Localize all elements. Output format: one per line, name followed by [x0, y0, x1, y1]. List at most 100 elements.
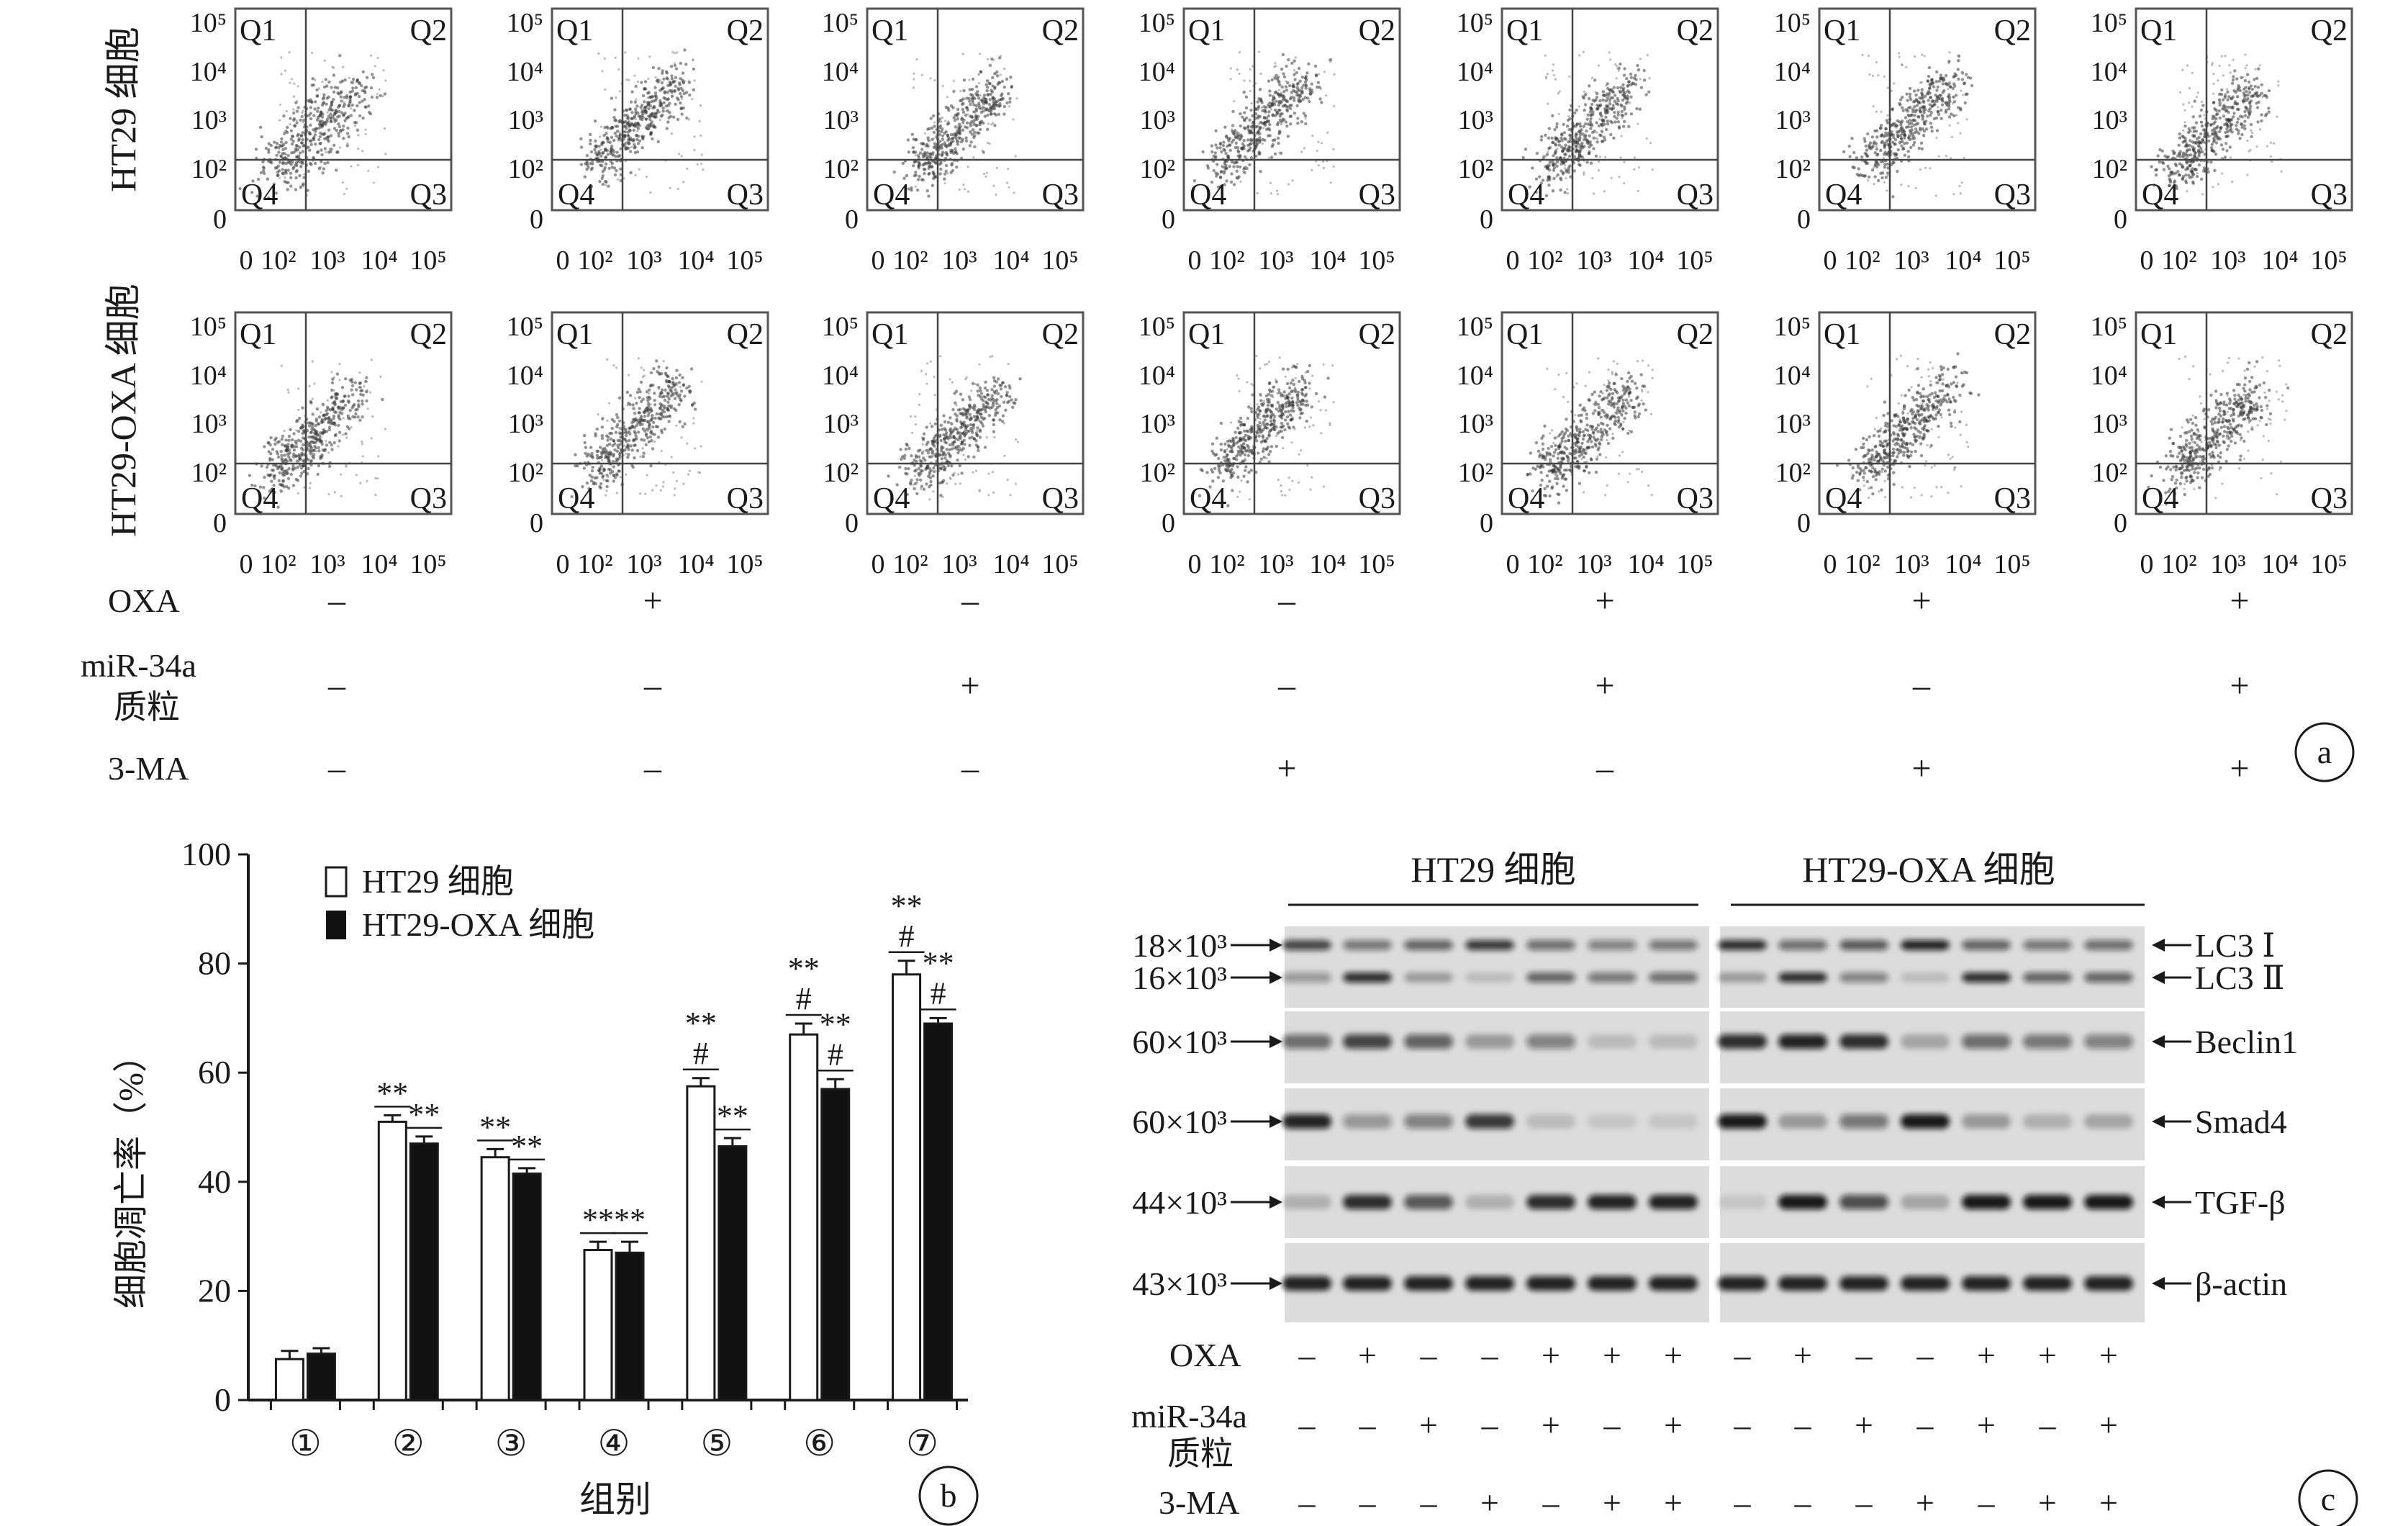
flow-event-dot: [1905, 92, 1909, 96]
flow-event-dot: [356, 407, 359, 411]
flow-event-dot: [610, 426, 614, 430]
flow-event-dot: [675, 369, 679, 372]
flow-event-dot: [661, 415, 664, 418]
flow-event-dot: [1951, 86, 1955, 91]
flow-event-dot: [1951, 96, 1954, 99]
flow-event-dot: [337, 134, 341, 138]
flow-event-dot: [363, 105, 367, 109]
flow-event-dot: [923, 161, 928, 165]
flow-event-dot: [357, 94, 361, 99]
flow-event-dot: [316, 472, 320, 477]
flow-event-dot: [1276, 193, 1279, 196]
flow-event-dot: [2183, 137, 2187, 140]
flow-event-dot: [944, 169, 948, 173]
flow-x-tick: 10³: [1893, 245, 1929, 276]
flow-event-dot: [2188, 176, 2192, 179]
flow-event-dot: [644, 117, 648, 121]
flow-event-dot: [2198, 114, 2202, 118]
flow-event-dot: [979, 107, 983, 110]
flow-event-dot: [625, 452, 628, 455]
flow-event-dot: [1929, 125, 1934, 129]
flow-event-dot: [1226, 154, 1230, 158]
flow-event-dot: [1637, 189, 1639, 192]
flow-event-dot: [641, 146, 644, 150]
flow-event-dot: [1578, 105, 1580, 108]
flow-y-tick: 0: [213, 508, 227, 538]
flow-event-dot: [918, 151, 923, 155]
flow-event-dot: [1249, 108, 1253, 112]
flow-event-dot: [280, 438, 284, 441]
flow-event-dot: [286, 153, 290, 158]
flow-event-dot: [1905, 66, 1908, 68]
flow-event-dot: [618, 90, 621, 93]
flow-event-dot: [1590, 122, 1593, 125]
flow-event-dot: [600, 433, 604, 438]
flow-event-dot: [1559, 188, 1562, 192]
flow-event-dot: [1902, 146, 1906, 150]
flow-event-dot: [343, 96, 346, 99]
flow-event-dot: [658, 394, 662, 398]
flow-event-dot: [1243, 111, 1246, 114]
flow-event-dot: [968, 398, 972, 402]
flow-event-dot: [2248, 113, 2251, 117]
flow-event-dot: [933, 125, 936, 128]
flow-event-dot: [286, 388, 289, 392]
flow-event-dot: [1229, 180, 1234, 184]
flow-event-dot: [1329, 181, 1332, 184]
flow-event-dot: [2226, 90, 2230, 94]
flow-event-dot: [319, 121, 322, 125]
flow-x-tick: 10⁵: [1993, 245, 2030, 276]
flow-event-dot: [1590, 76, 1594, 79]
flow-event-dot: [327, 150, 331, 154]
flow-event-dot: [365, 76, 369, 79]
flow-event-dot: [329, 117, 333, 120]
flow-event-dot: [302, 176, 306, 179]
flow-event-dot: [315, 88, 319, 92]
flow-event-dot: [969, 102, 972, 107]
flow-event-dot: [1274, 62, 1277, 65]
flow-event-dot: [648, 435, 652, 439]
flow-event-dot: [2199, 108, 2204, 112]
flow-event-dot: [956, 107, 960, 112]
flow-event-dot: [996, 74, 1000, 78]
flow-event-dot: [949, 133, 954, 137]
flow-event-dot: [2243, 127, 2247, 131]
flow-event-dot: [1642, 68, 1646, 73]
flow-event-dot: [367, 110, 371, 114]
flow-event-dot: [1909, 125, 1914, 129]
flow-event-dot: [345, 425, 350, 428]
flow-x-tick: 10⁴: [677, 549, 714, 579]
flow-event-dot: [939, 423, 943, 427]
flow-event-dot: [674, 408, 678, 412]
flow-event-dot: [655, 359, 658, 363]
flow-event-dot: [1258, 88, 1262, 91]
flow-event-dot: [330, 102, 333, 107]
flow-event-dot: [946, 96, 949, 99]
flow-x-tick: 10⁵: [1041, 245, 1078, 276]
flow-event-dot: [1926, 92, 1929, 96]
flow-event-dot: [993, 86, 997, 91]
flow-event-dot: [635, 416, 638, 420]
flow-event-dot: [968, 144, 972, 148]
flow-event-dot: [671, 376, 674, 381]
flow-event-dot: [1891, 133, 1896, 137]
flow-event-dot: [2195, 174, 2199, 179]
flow-event-dot: [992, 58, 995, 61]
flow-event-dot: [297, 138, 301, 143]
flow-event-dot: [1550, 136, 1554, 140]
flow-event-dot: [700, 380, 703, 383]
flow-event-dot: [1581, 146, 1585, 150]
flow-event-dot: [615, 492, 618, 495]
flow-event-dot: [370, 358, 374, 361]
flow-event-dot: [2217, 98, 2221, 101]
flow-event-dot: [689, 367, 694, 371]
flow-event-dot: [967, 190, 970, 193]
flow-event-dot: [1560, 136, 1563, 140]
flow-event-dot: [605, 494, 607, 497]
flow-event-dot: [367, 169, 370, 172]
flow-event-dot: [296, 466, 299, 469]
flow-event-dot: [289, 81, 291, 84]
flow-event-dot: [670, 456, 673, 459]
flow-event-dot: [916, 153, 920, 158]
flow-event-dot: [1269, 108, 1272, 111]
